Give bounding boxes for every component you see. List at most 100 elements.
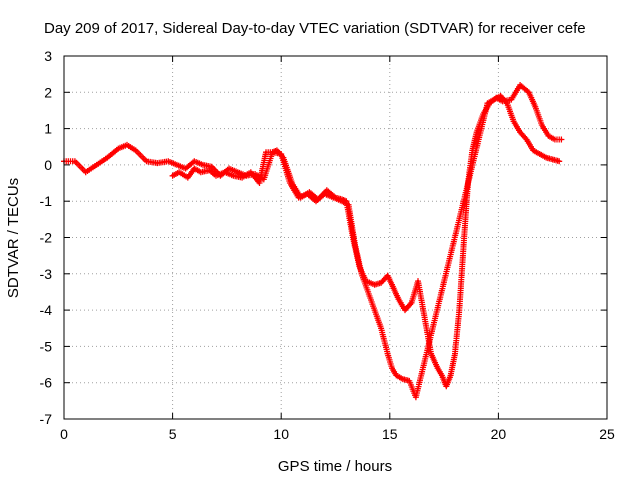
y-tick-label: 1 <box>44 121 52 137</box>
data-point <box>84 170 87 174</box>
data-point <box>475 131 478 134</box>
data-point <box>436 366 439 370</box>
data-point <box>145 160 148 163</box>
data-point <box>227 167 231 170</box>
data-point <box>240 176 244 179</box>
data-point <box>379 327 383 330</box>
data-point <box>525 138 528 141</box>
x-tick-label: 15 <box>382 426 398 442</box>
data-point <box>558 160 561 163</box>
data-point <box>199 170 203 174</box>
x-tick-label: 5 <box>169 426 177 442</box>
data-point <box>416 279 420 283</box>
data-point <box>499 94 502 98</box>
data-point <box>471 149 474 152</box>
data-point <box>193 160 196 163</box>
data-point <box>366 290 370 294</box>
data-point <box>527 91 531 94</box>
data-point <box>453 352 457 355</box>
data-point <box>193 167 196 170</box>
data-point <box>403 308 407 312</box>
data-point <box>373 283 376 286</box>
data-point <box>462 243 465 246</box>
data-point <box>167 160 170 163</box>
data-point <box>236 170 239 174</box>
data-point <box>440 374 444 377</box>
data-point <box>547 134 550 138</box>
data-point <box>373 308 376 312</box>
data-point <box>210 165 213 168</box>
data-point <box>360 272 363 275</box>
data-point <box>214 174 218 177</box>
data-point <box>134 149 137 152</box>
data-point <box>332 196 335 199</box>
y-tick-label: 3 <box>44 48 52 64</box>
data-point <box>306 192 309 196</box>
data-point <box>264 150 268 154</box>
y-tick-label: -3 <box>40 266 53 282</box>
data-point <box>538 152 541 156</box>
data-point <box>531 149 535 152</box>
y-tick-label: -2 <box>40 230 53 246</box>
data-point <box>449 374 452 377</box>
data-point <box>560 138 563 141</box>
data-point <box>518 131 522 134</box>
chart-title: Day 209 of 2017, Sidereal Day-to-day VTE… <box>44 20 586 37</box>
data-point <box>177 170 181 174</box>
data-point <box>340 200 344 203</box>
data-point <box>201 163 205 167</box>
data-point <box>184 167 187 170</box>
data-point <box>458 308 461 312</box>
data-point <box>379 281 383 285</box>
data-point <box>397 298 400 301</box>
data-point <box>208 169 211 172</box>
axis-ticks: 0 5 10 15 20 25 -7 -6 -5 -4 -3 -2 -1 0 1 2 3 <box>40 48 615 442</box>
y-tick-label: 2 <box>44 84 52 100</box>
data-point <box>534 105 537 109</box>
x-tick-label: 10 <box>273 426 289 442</box>
data-point <box>408 379 411 383</box>
data-point <box>271 150 274 154</box>
data-point <box>323 192 326 196</box>
data-point <box>510 98 513 101</box>
data-point <box>486 101 489 105</box>
data-point <box>492 98 496 101</box>
y-tick-label: -7 <box>40 411 53 427</box>
y-tick-label: -6 <box>40 375 53 391</box>
data-point <box>423 316 426 319</box>
data-point <box>353 243 357 246</box>
data-point <box>540 123 544 127</box>
data-point <box>553 138 557 141</box>
data-point <box>117 147 120 150</box>
data-point <box>175 163 179 167</box>
data-point <box>95 163 98 167</box>
data-point <box>258 181 261 185</box>
y-tick-label: -1 <box>40 193 53 209</box>
data-point <box>347 203 350 207</box>
data-point <box>390 366 394 370</box>
data-point <box>325 189 329 192</box>
data-point <box>414 396 418 399</box>
data-point <box>297 196 300 199</box>
data-point <box>156 161 159 165</box>
data-point <box>386 352 389 355</box>
y-tick-label: 0 <box>44 157 52 173</box>
data-point <box>544 156 548 159</box>
data-point <box>429 352 433 355</box>
data-point <box>249 170 252 174</box>
y-axis-label: SDTVAR / TECUs <box>5 178 22 298</box>
data-point <box>314 200 318 203</box>
data-point <box>223 170 226 174</box>
data-point <box>410 301 413 305</box>
y-tick-label: -5 <box>40 338 53 354</box>
data-point <box>288 181 292 185</box>
data-point <box>395 374 398 377</box>
data-point <box>186 176 190 179</box>
data-point <box>512 120 515 123</box>
data-point <box>390 283 394 286</box>
series-2 <box>169 92 563 401</box>
data-point <box>280 152 283 156</box>
plot-frame <box>63 55 608 420</box>
